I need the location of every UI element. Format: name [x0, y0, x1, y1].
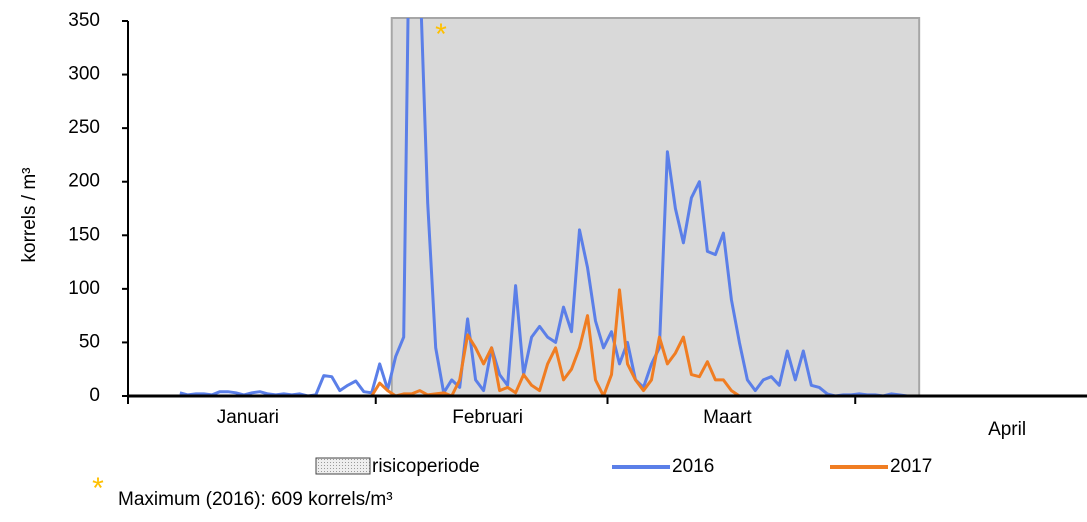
- y-axis-label: korrels / m³: [19, 168, 40, 263]
- x-tick-label: April: [988, 419, 1026, 440]
- x-tick-label: Maart: [703, 407, 752, 428]
- legend-label: 2016: [672, 456, 714, 477]
- legend-swatch: [315, 457, 371, 475]
- y-tick-label: 100: [68, 278, 100, 299]
- y-tick-label: 250: [68, 117, 100, 138]
- x-tick-label: Februari: [452, 407, 523, 428]
- y-tick-label: 200: [68, 171, 100, 192]
- y-tick-label: 50: [79, 331, 100, 352]
- legend-label: 2017: [890, 456, 932, 477]
- annotation: *: [435, 18, 447, 51]
- risk-period: [390, 17, 921, 397]
- footnote: Maximum (2016): 609 korrels/m³: [118, 489, 393, 510]
- x-tick-label: Januari: [217, 407, 279, 428]
- footnote-marker: *: [92, 472, 104, 505]
- legend-label: risicoperiode: [372, 456, 480, 477]
- y-tick-label: 150: [68, 224, 100, 245]
- y-tick-label: 0: [89, 385, 100, 406]
- y-tick-label: 300: [68, 64, 100, 85]
- y-tick-label: 350: [68, 10, 100, 31]
